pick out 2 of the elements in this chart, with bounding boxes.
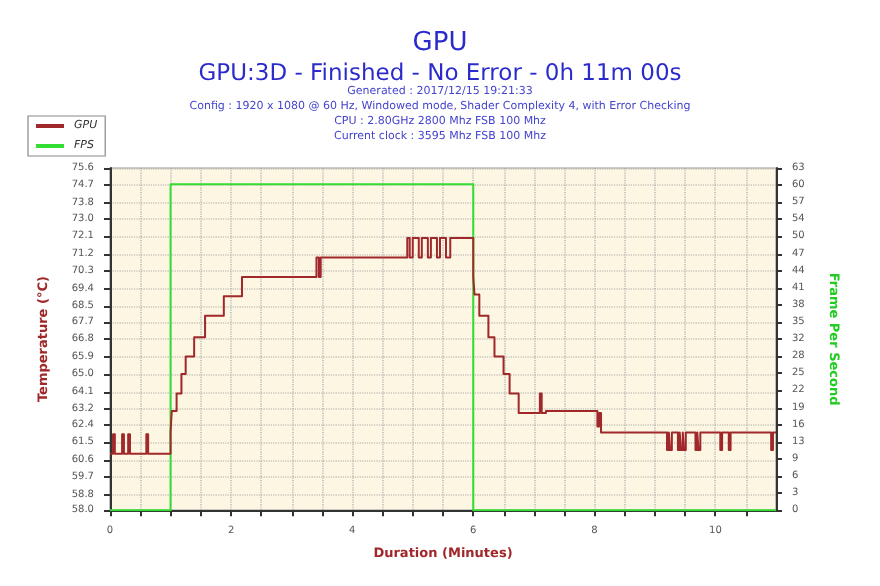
chart-subtitle: GPU:3D - Finished - No Error - 0h 11m 00s [198, 58, 682, 86]
chart-title: GPU [412, 28, 468, 58]
